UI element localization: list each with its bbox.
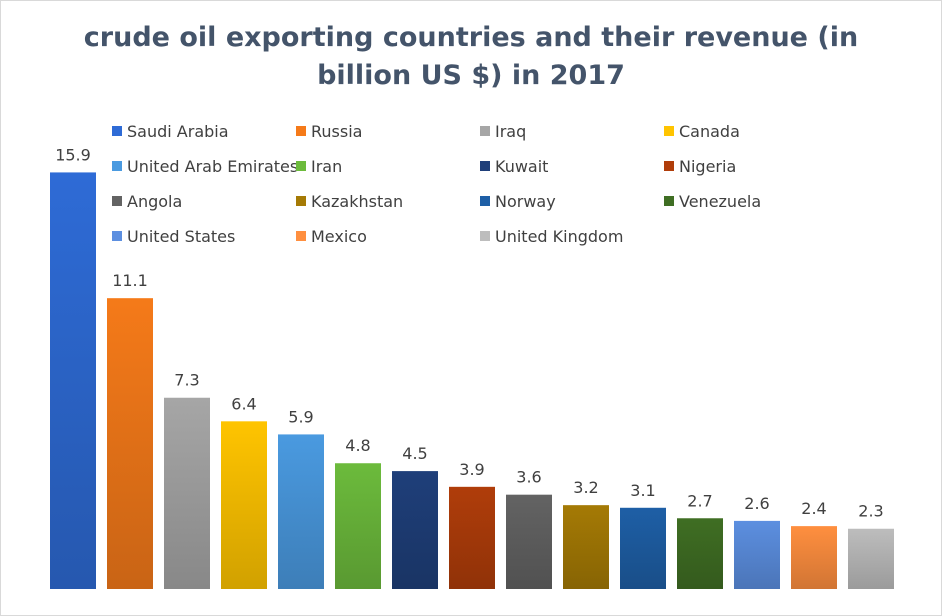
- value-label-russia: 11.1: [112, 271, 148, 290]
- legend-item-united-arab-emirates: United Arab Emirates: [112, 157, 298, 176]
- bar-kuwait: [392, 471, 438, 589]
- legend-item-venezuela: Venezuela: [664, 192, 761, 211]
- chart-title-line-2: billion US $) in 2017: [317, 60, 625, 91]
- value-label-mexico: 2.4: [801, 499, 826, 518]
- legend-swatch-united-arab-emirates: [112, 161, 122, 171]
- legend-label-united-arab-emirates: United Arab Emirates: [127, 157, 298, 176]
- value-label-iraq: 7.3: [174, 371, 199, 390]
- bar-iraq: [164, 397, 210, 589]
- legend-swatch-venezuela: [664, 196, 674, 206]
- legend-swatch-canada: [664, 126, 674, 136]
- legend-swatch-iran: [296, 161, 306, 171]
- bar-angola: [506, 494, 552, 589]
- legend-label-russia: Russia: [311, 122, 362, 141]
- value-label-iran: 4.8: [345, 436, 370, 455]
- legend-label-united-kingdom: United Kingdom: [495, 227, 623, 246]
- legend-item-saudi-arabia: Saudi Arabia: [112, 122, 229, 141]
- legend-item-united-kingdom: United Kingdom: [480, 227, 623, 246]
- bar-kazakhstan: [563, 505, 609, 589]
- legend-swatch-norway: [480, 196, 490, 206]
- value-label-united-kingdom: 2.3: [858, 502, 883, 521]
- value-label-united-states: 2.6: [744, 494, 769, 513]
- value-label-saudi-arabia: 15.9: [55, 145, 91, 164]
- value-label-kuwait: 4.5: [402, 444, 427, 463]
- bar-venezuela: [677, 518, 723, 589]
- legend-swatch-russia: [296, 126, 306, 136]
- bar-united-arab-emirates: [278, 434, 324, 589]
- legend-swatch-angola: [112, 196, 122, 206]
- legend-item-iraq: Iraq: [480, 122, 526, 141]
- value-label-united-arab-emirates: 5.9: [288, 407, 313, 426]
- legend-label-mexico: Mexico: [311, 227, 367, 246]
- legend-item-angola: Angola: [112, 192, 182, 211]
- value-label-angola: 3.6: [516, 468, 541, 487]
- chart-title: crude oil exporting countries and their …: [61, 19, 881, 95]
- value-label-kazakhstan: 3.2: [573, 478, 598, 497]
- legend-item-kazakhstan: Kazakhstan: [296, 192, 403, 211]
- legend-swatch-iraq: [480, 126, 490, 136]
- legend-swatch-kazakhstan: [296, 196, 306, 206]
- legend-swatch-nigeria: [664, 161, 674, 171]
- legend-label-kuwait: Kuwait: [495, 157, 548, 176]
- bar-norway: [620, 507, 666, 589]
- value-label-nigeria: 3.9: [459, 460, 484, 479]
- bar-russia: [107, 298, 153, 589]
- legend-swatch-mexico: [296, 231, 306, 241]
- value-label-venezuela: 2.7: [687, 491, 712, 510]
- legend-label-norway: Norway: [495, 192, 556, 211]
- value-label-norway: 3.1: [630, 481, 655, 500]
- bar-united-kingdom: [848, 528, 894, 589]
- legend-label-saudi-arabia: Saudi Arabia: [127, 122, 229, 141]
- legend-label-canada: Canada: [679, 122, 740, 141]
- bar-saudi-arabia: [50, 172, 96, 590]
- legend-label-nigeria: Nigeria: [679, 157, 736, 176]
- legend-swatch-united-states: [112, 231, 122, 241]
- legend-item-kuwait: Kuwait: [480, 157, 548, 176]
- value-label-canada: 6.4: [231, 394, 256, 413]
- bar-nigeria: [449, 486, 495, 589]
- legend-label-kazakhstan: Kazakhstan: [311, 192, 403, 211]
- legend-label-iraq: Iraq: [495, 122, 526, 141]
- legend-item-russia: Russia: [296, 122, 362, 141]
- legend-swatch-saudi-arabia: [112, 126, 122, 136]
- legend-label-venezuela: Venezuela: [679, 192, 761, 211]
- bars: [50, 172, 894, 590]
- bar-canada: [221, 421, 267, 589]
- value-labels: 15.9 11.1 7.3 6.4 5.9 4.8 4.5 3.9 3.6 3.2 3.1 2.7 2.…: [55, 145, 884, 520]
- chart-title-line-1: crude oil exporting countries and their …: [83, 22, 859, 53]
- bar-united-states: [734, 520, 780, 589]
- legend-swatch-kuwait: [480, 161, 490, 171]
- legend-label-angola: Angola: [127, 192, 182, 211]
- legend-item-nigeria: Nigeria: [664, 157, 736, 176]
- legend-item-iran: Iran: [296, 157, 342, 176]
- bar-iran: [335, 463, 381, 589]
- legend-item-canada: Canada: [664, 122, 740, 141]
- legend-label-united-states: United States: [127, 227, 235, 246]
- legend-item-united-states: United States: [112, 227, 235, 246]
- legend-swatch-united-kingdom: [480, 231, 490, 241]
- legend-item-mexico: Mexico: [296, 227, 367, 246]
- legend: Saudi Arabia Russia Iraq Canada United Arab …: [112, 122, 761, 246]
- bar-mexico: [791, 526, 837, 589]
- legend-item-norway: Norway: [480, 192, 556, 211]
- legend-label-iran: Iran: [311, 157, 342, 176]
